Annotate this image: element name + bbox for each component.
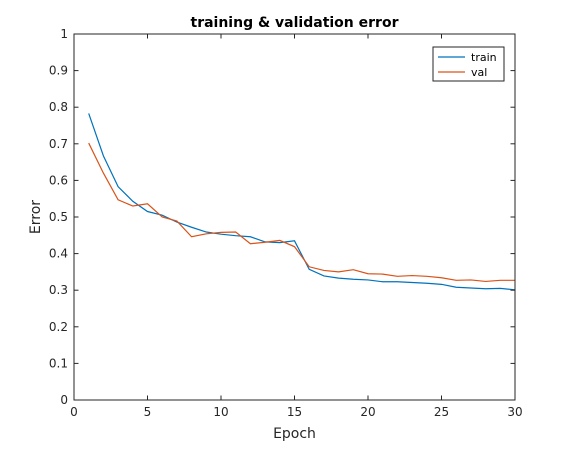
y-tick-label: 0.2	[49, 320, 68, 334]
legend: train val	[432, 46, 505, 82]
legend-label-train: train	[471, 51, 497, 64]
series-lines	[88, 113, 516, 291]
y-tick-label: 0.3	[49, 283, 68, 297]
x-axis-label: Epoch	[273, 426, 316, 442]
x-tick-label: 25	[434, 405, 449, 419]
axes: 0 5 10 15 20 25 30 0 0.1 0.2 0.3 0.4 0.5 0.6 0.7 0.8 0.9…	[49, 27, 523, 419]
y-tick-label: 0.4	[49, 247, 68, 261]
y-tick-label: 0.6	[49, 173, 68, 187]
x-tick-label: 10	[213, 405, 228, 419]
legend-box	[432, 46, 505, 82]
plot-area	[74, 34, 515, 400]
y-tick-label: 1	[60, 27, 68, 41]
x-tick-label: 20	[360, 405, 375, 419]
y-axis-label: Error	[28, 200, 44, 234]
y-tick-label: 0.7	[49, 137, 68, 151]
x-tick-label: 15	[287, 405, 302, 419]
x-tick-label: 30	[507, 405, 522, 419]
x-tick-label: 5	[144, 405, 152, 419]
chart-title: training & validation error	[191, 15, 399, 31]
y-tick-label: 0.8	[49, 100, 68, 114]
legend-label-val: val	[471, 66, 487, 79]
y-tick-label: 0.9	[49, 64, 68, 78]
y-tick-label: 0.5	[49, 210, 68, 224]
y-tick-label: 0.1	[49, 356, 68, 370]
x-tick-label: 0	[70, 405, 78, 419]
series-line-val	[88, 142, 515, 283]
y-tick-label: 0	[60, 393, 68, 407]
